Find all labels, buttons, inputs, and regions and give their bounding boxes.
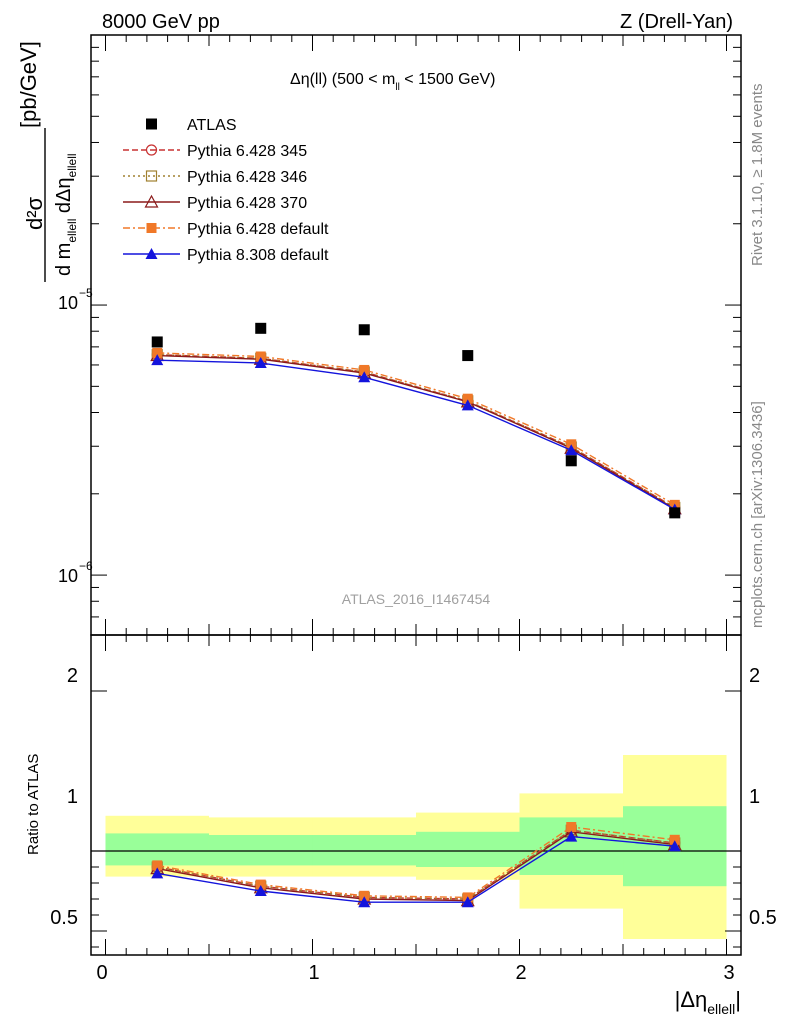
x-axis-label: |Δηellell|	[675, 987, 741, 1017]
rivet-label: Rivet 3.1.10, ≥ 1.8M events	[749, 84, 766, 267]
series-marker-4	[151, 354, 164, 366]
ratio-series-marker-3	[566, 822, 577, 832]
series-line-0	[157, 353, 676, 509]
x-label-end: |	[735, 987, 741, 1012]
y-label-den-a: d m	[53, 243, 75, 276]
ratio-tick-label-2-right: 2	[749, 665, 760, 687]
series-marker-3	[152, 347, 163, 358]
series-marker-4	[461, 399, 474, 411]
series-marker-3	[359, 364, 370, 375]
atlas-data-point	[462, 350, 474, 362]
x-tick-label-0: 0	[96, 962, 107, 984]
ratio-series-marker-4	[151, 867, 164, 879]
ratio-tick-label-0.5: 0.5	[50, 907, 78, 929]
y-tick-base: 10	[58, 293, 78, 313]
legend-label-2: Pythia 6.428 370	[187, 195, 307, 212]
ratio-bands-layer	[91, 755, 741, 939]
main-series-layer	[150, 347, 682, 515]
legend-label-1: Pythia 6.428 346	[187, 169, 307, 186]
series-marker-4	[358, 371, 371, 383]
plot-title: Δη(ll) (500 < mll < 1500 GeV)	[290, 71, 495, 93]
ratio-series-line-2	[157, 831, 675, 902]
series-line-1	[157, 353, 676, 509]
ratio-tick-label-1: 1	[67, 786, 78, 808]
ratio-stat-uncertainty-band	[416, 831, 520, 867]
y-label-den-b: dΔη	[53, 177, 75, 218]
main-data-layer	[151, 322, 681, 519]
plot-title-sub: ll	[395, 82, 399, 93]
ratio-panel: 2 1 0.5 2 1 0.5 Ratio to ATLAS 0 1 2 3 |…	[25, 634, 777, 1017]
y-axis-label: d²σ d mellell dΔηellell [pb/GeV]	[16, 41, 79, 282]
x-label-sub: ellell	[707, 1001, 735, 1017]
y-label-den-sub1: ellell	[65, 219, 79, 243]
plot-title-end: < 1500 GeV)	[400, 71, 496, 88]
legend-marker-4	[145, 248, 158, 259]
legend-label-3: Pythia 6.428 default	[187, 221, 329, 238]
ratio-stat-uncertainty-band	[208, 835, 313, 866]
y-tick-base: 10	[58, 566, 78, 586]
y-tick-label-1e-5: 10 −5	[58, 286, 93, 313]
series-marker-4	[254, 357, 267, 369]
main-panel: 10 −5 10 −6 Δη(ll) (500 < mll < 1500 GeV…	[16, 34, 742, 636]
y-tick-exp: −6	[79, 559, 93, 573]
atlas-data-point	[151, 336, 163, 348]
series-marker-3	[255, 351, 266, 362]
legend-marker-atlas	[146, 118, 157, 130]
ratio-tick-label-2: 2	[67, 665, 78, 687]
legend-marker-2	[144, 194, 159, 208]
header-process: 8000 GeV pp	[102, 11, 220, 33]
legend-label-4: Pythia 8.308 default	[187, 247, 329, 264]
legend-marker-1	[145, 170, 158, 182]
legend-label-atlas: ATLAS	[187, 117, 237, 134]
atlas-data-point	[255, 322, 267, 334]
y-label-den-sub2: ellell	[65, 153, 79, 177]
y-label-denominator: d mellell dΔηellell	[53, 153, 79, 276]
legend-marker-0	[145, 144, 158, 156]
header-channel: Z (Drell-Yan)	[620, 11, 733, 33]
ratio-series-marker-4	[358, 896, 371, 908]
series-line-2	[157, 354, 676, 510]
ratio-series-line-1	[157, 829, 675, 900]
x-tick-label-1: 1	[308, 962, 319, 984]
plot-title-main: Δη(ll) (500 < m	[290, 71, 395, 88]
series-marker-3	[462, 393, 473, 404]
analysis-id: ATLAS_2016_I1467454	[342, 591, 491, 607]
y-tick-label-1e-6: 10 −6	[58, 559, 93, 586]
ratio-axis-ticks	[91, 635, 741, 955]
ratio-series-marker-4	[254, 885, 267, 896]
atlas-data-point	[669, 507, 681, 519]
atlas-data-point	[358, 324, 370, 336]
ratio-series-marker-3	[669, 834, 680, 845]
y-label-numerator: d²σ	[22, 196, 47, 230]
legend-marker-3	[146, 223, 157, 233]
series-line-4	[157, 359, 676, 511]
legend-label-0: Pythia 6.428 345	[187, 143, 307, 160]
series-marker-4	[565, 444, 578, 456]
x-label-main: |Δη	[675, 987, 708, 1012]
ratio-series-marker-3	[359, 890, 370, 901]
ratio-series-line-4	[157, 835, 675, 903]
series-line-3	[157, 352, 676, 506]
ratio-series-layer	[150, 822, 682, 908]
y-tick-exp: −5	[79, 286, 93, 300]
y-label-unit: [pb/GeV]	[16, 41, 41, 128]
legend: ATLAS Pythia 6.428 345 Pythia 6.428 346 Pyt…	[123, 117, 329, 264]
ratio-y-label: Ratio to ATLAS	[25, 754, 42, 855]
ratio-series-marker-3	[152, 860, 163, 871]
ratio-series-marker-4	[565, 830, 578, 842]
ratio-series-marker-3	[255, 879, 266, 890]
ratio-series-marker-4	[461, 896, 474, 908]
x-tick-label-3: 3	[723, 962, 734, 984]
ratio-stat-uncertainty-band	[312, 835, 416, 866]
mcplots-label: mcplots.cern.ch [arXiv:1306.3436]	[749, 401, 766, 628]
atlas-data-point	[565, 455, 577, 467]
ratio-tick-label-0.5-right: 0.5	[749, 907, 777, 929]
x-tick-label-2: 2	[515, 962, 526, 984]
ratio-series-line-3	[157, 826, 675, 899]
ratio-series-marker-4	[668, 840, 681, 852]
ratio-tick-label-1-right: 1	[749, 786, 760, 808]
ratio-stat-uncertainty-band	[105, 833, 209, 866]
